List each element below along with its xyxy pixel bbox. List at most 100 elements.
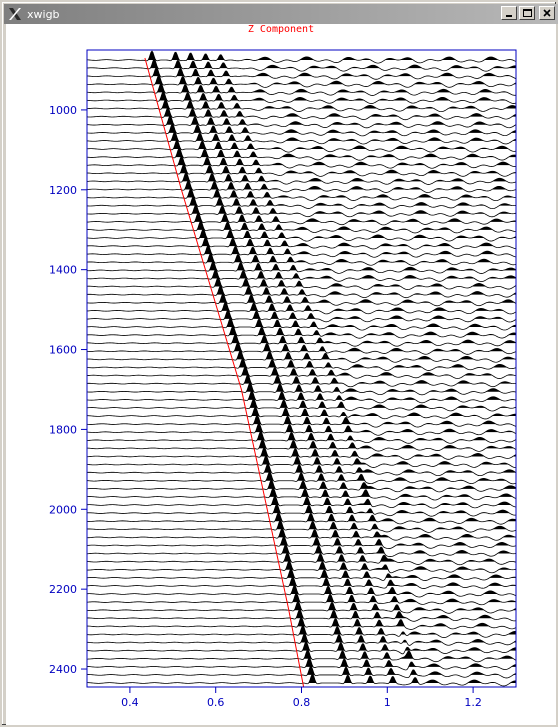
trace-fill (87, 269, 516, 279)
trace-line (87, 382, 516, 396)
trace-line (87, 260, 516, 274)
trace-fill (87, 107, 516, 117)
plot-title: Z Component (247, 24, 315, 35)
trace-line (87, 50, 516, 64)
trace-fill (87, 261, 516, 271)
trace-line (87, 82, 516, 96)
trace-line (87, 649, 516, 663)
trace-fill (87, 302, 516, 311)
window-controls (501, 6, 555, 20)
maximize-icon (522, 9, 532, 17)
trace-line (87, 390, 516, 404)
x-tick-label: 0.8 (293, 696, 311, 709)
trace-line (87, 503, 516, 517)
trace-line (87, 220, 516, 234)
trace-line (87, 293, 516, 307)
trace-line (87, 568, 516, 581)
trace-line (87, 107, 516, 121)
trace-line (87, 657, 516, 671)
trace-line (87, 139, 516, 153)
trace-fill (87, 91, 516, 101)
y-tick-label: 1000 (49, 104, 77, 117)
y-tick-label: 1200 (49, 184, 77, 197)
trace-line (87, 552, 516, 566)
trace-fill (87, 334, 516, 344)
trace-line (87, 560, 516, 574)
first-arrival-pick-line (144, 57, 305, 688)
trace-fill (87, 99, 516, 109)
trace-line (87, 535, 516, 549)
trace-line (87, 58, 516, 72)
trace-fill (87, 237, 516, 247)
trace-fill (87, 390, 516, 400)
trace-line (87, 147, 516, 161)
trace-line (87, 439, 516, 452)
trace-fill (87, 172, 516, 182)
trace-line (87, 163, 516, 177)
trace-line (87, 430, 516, 444)
trace-fill (87, 674, 516, 684)
trace-fill (87, 496, 516, 505)
trace-line (87, 374, 516, 388)
trace-line (87, 350, 516, 363)
trace-line (87, 188, 516, 202)
trace-fill (87, 625, 516, 635)
trace-line (87, 317, 516, 331)
trace-line (87, 455, 516, 469)
trace-line (87, 519, 516, 533)
trace-fill (87, 423, 516, 433)
trace-fill (87, 204, 516, 214)
title-bar[interactable]: xwigb (4, 4, 558, 24)
trace-line (87, 674, 516, 687)
trace-line (87, 131, 516, 145)
x-tick-label: 0.4 (121, 696, 139, 709)
trace-line (87, 487, 516, 501)
trace-line (87, 633, 516, 646)
trace-line (87, 123, 516, 137)
trace-fill (87, 666, 516, 675)
trace-line (87, 253, 516, 266)
trace-line (87, 204, 516, 218)
trace-line (87, 600, 516, 614)
maximize-button[interactable] (519, 6, 535, 20)
trace-line (87, 269, 516, 282)
trace-line (87, 463, 516, 477)
trace-line (87, 447, 516, 460)
trace-line (87, 576, 516, 589)
trace-fill (87, 641, 516, 651)
trace-line (87, 325, 516, 339)
trace-line (87, 285, 516, 299)
trace-fill (87, 585, 516, 594)
trace-line (87, 479, 516, 493)
trace-fill (87, 649, 516, 659)
trace-line (87, 641, 516, 655)
trace-line (87, 471, 516, 485)
x-tick-label: 1 (384, 696, 391, 709)
trace-line (87, 115, 516, 129)
trace-fill (87, 658, 516, 667)
trace-line (87, 422, 516, 436)
minimize-icon (506, 15, 512, 17)
trace-line (87, 357, 516, 371)
trace-line (87, 277, 516, 291)
close-button[interactable] (539, 6, 555, 20)
trace-line (87, 236, 516, 250)
trace-fill (87, 115, 516, 125)
trace-fill (87, 164, 516, 174)
y-tick-label: 1400 (49, 264, 77, 277)
y-tick-label: 2200 (49, 583, 77, 596)
trace-line (87, 584, 516, 598)
trace-line (87, 180, 516, 193)
trace-fill (87, 528, 516, 538)
y-tick-label: 1600 (49, 344, 77, 357)
trace-fill (87, 439, 516, 449)
trace-line (87, 301, 516, 315)
minimize-button[interactable] (501, 6, 517, 20)
plot-area[interactable]: Z Component 1000 1200 1400 1600 1800 2000 2200… (6, 24, 556, 725)
close-icon (543, 9, 551, 17)
trace-line (87, 406, 516, 420)
trace-fill (87, 124, 516, 133)
trace-fill (87, 520, 516, 530)
trace-line (87, 527, 516, 541)
